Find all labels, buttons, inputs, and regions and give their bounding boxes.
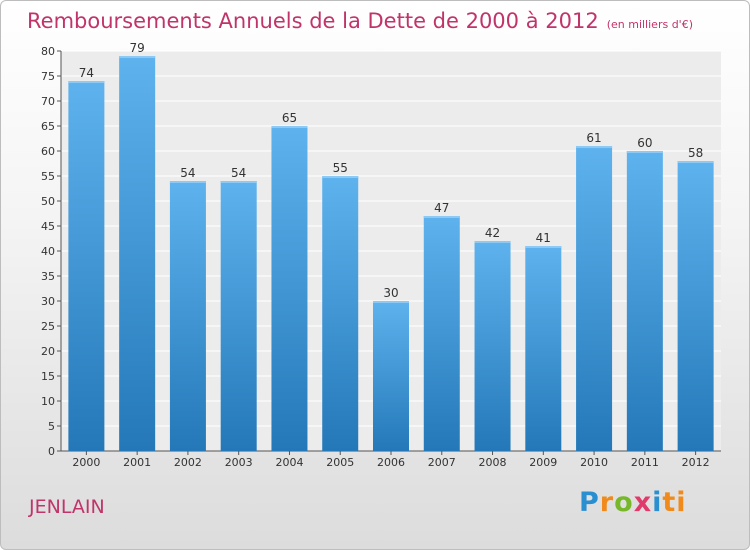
bar-value-label: 30 bbox=[383, 286, 398, 300]
bar-2002 bbox=[169, 181, 206, 451]
bar-highlight bbox=[474, 241, 511, 243]
y-tick-label: 15 bbox=[41, 370, 55, 383]
bar-2004 bbox=[271, 126, 308, 451]
x-tick-label: 2011 bbox=[631, 456, 659, 469]
bar-value-label: 54 bbox=[180, 166, 195, 180]
bar-value-label: 61 bbox=[586, 131, 601, 145]
y-tick-label: 80 bbox=[41, 45, 55, 58]
y-tick-label: 45 bbox=[41, 220, 55, 233]
x-tick-label: 2003 bbox=[225, 456, 253, 469]
bar-value-label: 79 bbox=[130, 41, 145, 55]
y-tick-label: 65 bbox=[41, 120, 55, 133]
bar-highlight bbox=[626, 151, 663, 153]
bar-value-label: 74 bbox=[79, 66, 94, 80]
y-tick-label: 20 bbox=[41, 345, 55, 358]
bar-value-label: 60 bbox=[637, 136, 652, 150]
y-tick-label: 10 bbox=[41, 395, 55, 408]
bar-value-label: 47 bbox=[434, 201, 449, 215]
y-tick-label: 70 bbox=[41, 95, 55, 108]
bar-2000 bbox=[68, 81, 105, 451]
bar-2003 bbox=[220, 181, 257, 451]
bar-2007 bbox=[423, 216, 460, 451]
bar-highlight bbox=[271, 126, 308, 128]
bar-2005 bbox=[322, 176, 359, 451]
y-tick-label: 55 bbox=[41, 170, 55, 183]
bar-value-label: 54 bbox=[231, 166, 246, 180]
x-tick-label: 2004 bbox=[275, 456, 303, 469]
bar-highlight bbox=[119, 56, 156, 58]
bar-highlight bbox=[322, 176, 359, 178]
bar-value-label: 55 bbox=[333, 161, 348, 175]
x-tick-label: 2012 bbox=[682, 456, 710, 469]
y-tick-label: 0 bbox=[48, 445, 55, 458]
y-tick-label: 60 bbox=[41, 145, 55, 158]
bar-highlight bbox=[525, 246, 562, 248]
bar-2001 bbox=[119, 56, 156, 451]
chart-unit-note: (en milliers d'€) bbox=[606, 18, 693, 31]
x-tick-label: 2005 bbox=[326, 456, 354, 469]
bar-value-label: 41 bbox=[536, 231, 551, 245]
x-tick-label: 2001 bbox=[123, 456, 151, 469]
bar-highlight bbox=[169, 181, 206, 183]
x-tick-label: 2007 bbox=[428, 456, 456, 469]
bar-2010 bbox=[576, 146, 613, 451]
bar-highlight bbox=[373, 301, 409, 303]
y-tick-label: 50 bbox=[41, 195, 55, 208]
bar-2006 bbox=[373, 301, 409, 451]
x-tick-label: 2002 bbox=[174, 456, 202, 469]
bar-highlight bbox=[576, 146, 613, 148]
bar-2008 bbox=[474, 241, 511, 451]
x-tick-label: 2009 bbox=[529, 456, 557, 469]
city-name: JENLAIN bbox=[29, 496, 105, 518]
chart-title: Remboursements Annuels de la Dette de 20… bbox=[27, 9, 599, 33]
bar-2011 bbox=[626, 151, 663, 451]
bar-2009 bbox=[525, 246, 562, 451]
bar-highlight bbox=[677, 161, 714, 163]
bar-value-label: 58 bbox=[688, 146, 703, 160]
y-tick-label: 75 bbox=[41, 70, 55, 83]
chart-title-group: Remboursements Annuels de la Dette de 20… bbox=[27, 9, 693, 33]
bar-2012 bbox=[677, 161, 714, 451]
bar-value-label: 42 bbox=[485, 226, 500, 240]
y-tick-label: 5 bbox=[48, 420, 55, 433]
bar-highlight bbox=[423, 216, 460, 218]
y-tick-label: 25 bbox=[41, 320, 55, 333]
bar-value-label: 65 bbox=[282, 111, 297, 125]
bar-highlight bbox=[68, 81, 105, 83]
x-tick-label: 2006 bbox=[377, 456, 405, 469]
y-tick-label: 40 bbox=[41, 245, 55, 258]
y-tick-label: 35 bbox=[41, 270, 55, 283]
x-tick-label: 2008 bbox=[479, 456, 507, 469]
bar-highlight bbox=[220, 181, 257, 183]
proxiti-logo: Proxiti bbox=[579, 487, 687, 518]
y-tick-label: 30 bbox=[41, 295, 55, 308]
x-tick-label: 2000 bbox=[72, 456, 100, 469]
x-tick-label: 2010 bbox=[580, 456, 608, 469]
